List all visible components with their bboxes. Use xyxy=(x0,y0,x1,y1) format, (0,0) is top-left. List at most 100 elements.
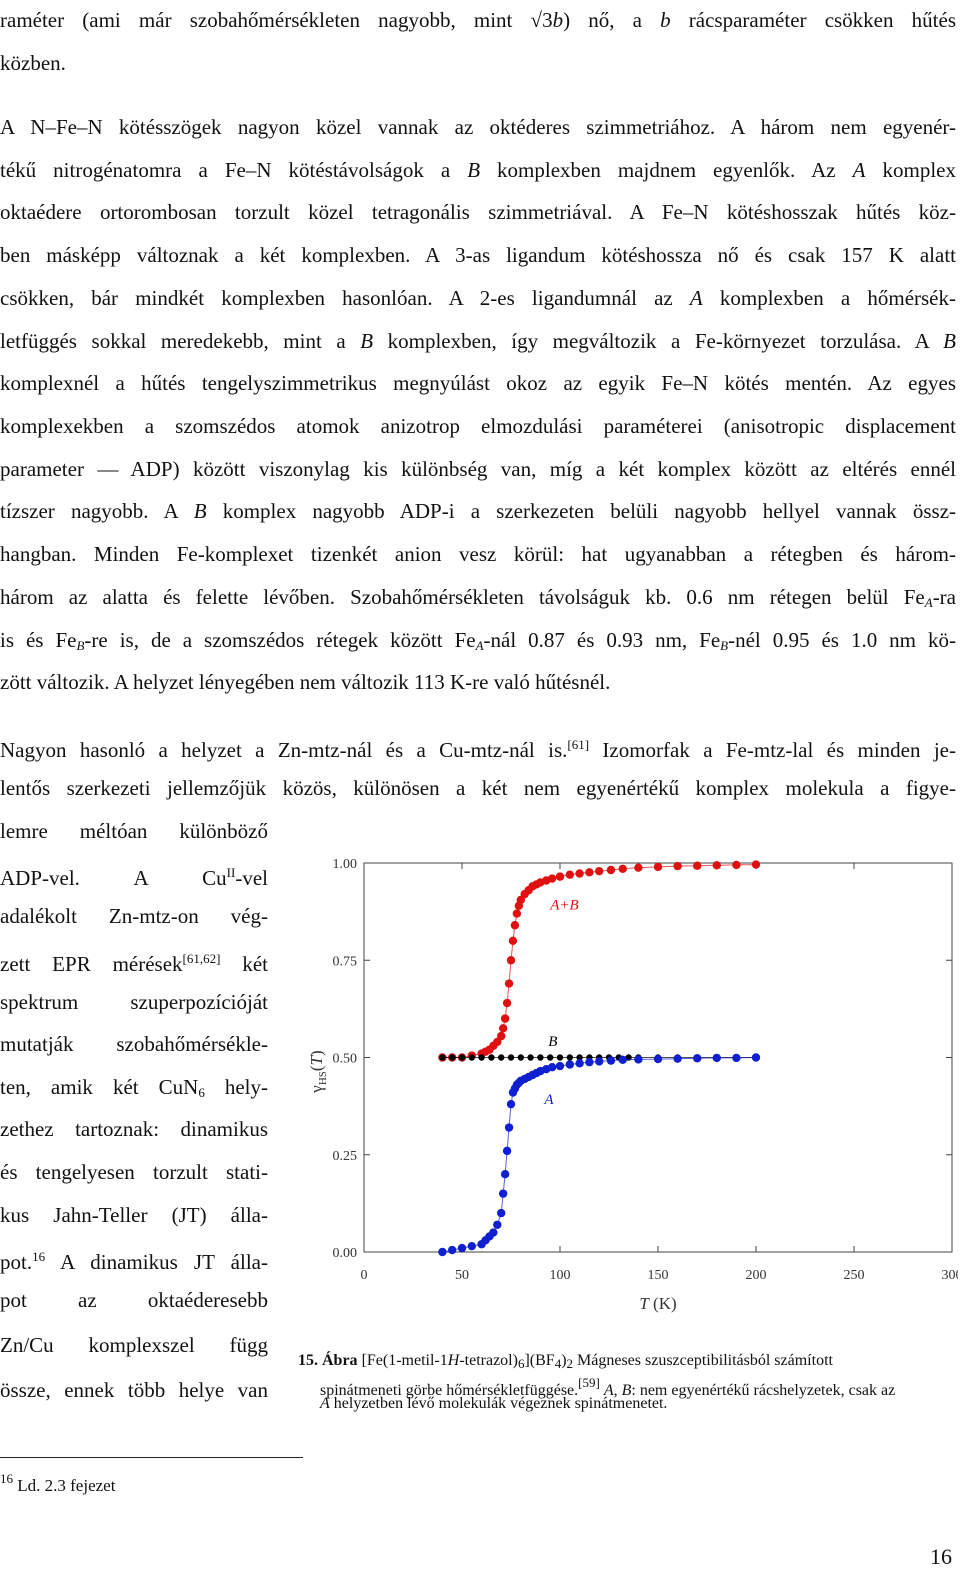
data-point-AplusB xyxy=(653,862,663,872)
data-point-AplusB xyxy=(732,860,741,870)
data-point-A xyxy=(555,1061,565,1071)
page-number: 16 xyxy=(930,1544,952,1569)
data-point-A xyxy=(502,1146,512,1156)
data-point-A xyxy=(595,1057,604,1066)
data-point-AplusB xyxy=(498,1024,508,1033)
data-point-A xyxy=(448,1245,457,1255)
data-point-B xyxy=(488,1054,495,1061)
data-point-B xyxy=(537,1054,544,1061)
body-line-narrow: pot.16 A dinamikus JT álla- xyxy=(0,1249,268,1274)
data-point-B xyxy=(566,1054,573,1061)
data-point-B xyxy=(517,1054,524,1061)
data-point-B xyxy=(507,1054,515,1061)
data-point-A xyxy=(498,1189,508,1198)
body-line: közben. xyxy=(0,51,66,75)
body-line-narrow: zethez tartoznak: dinamikus xyxy=(0,1117,268,1141)
data-point-B xyxy=(556,1054,564,1061)
x-tick-label: 300 xyxy=(942,1268,959,1283)
data-point-A xyxy=(500,1170,510,1179)
body-line: hangban. Minden Fe-komplexet tizenkét an… xyxy=(0,542,956,566)
body-line: raméter (ami már szobahőmérsékleten nagy… xyxy=(0,8,956,32)
body-line-narrow: ten, amik két CuN6 hely- xyxy=(0,1075,268,1100)
body-line: Nagyon hasonló a helyzet a Zn-mtz-nál és… xyxy=(0,737,956,762)
data-point-A xyxy=(693,1054,702,1063)
data-point-AplusB xyxy=(712,861,721,870)
x-tick-label: 50 xyxy=(455,1268,469,1283)
data-point-A xyxy=(438,1247,447,1257)
data-point-A xyxy=(489,1228,498,1237)
data-point-A xyxy=(653,1054,663,1064)
data-point-A xyxy=(618,1055,627,1065)
data-point-AplusB xyxy=(673,861,682,871)
data-point-A xyxy=(673,1054,682,1063)
body-line-narrow: mutatják szobahőmérsékle- xyxy=(0,1032,268,1056)
x-tick-label: 100 xyxy=(550,1268,571,1283)
body-line: komplexnél a hűtés tengelyszimmetrikus m… xyxy=(0,371,956,395)
data-point-AplusB xyxy=(497,1031,506,1041)
data-point-AplusB xyxy=(500,1014,510,1023)
body-line: A N–Fe–N kötésszögek nagyon közel vannak… xyxy=(0,115,956,139)
data-point-B xyxy=(439,1054,446,1061)
y-tick-label: 1.00 xyxy=(333,857,358,872)
figure-label: 15. Ábra xyxy=(298,1352,358,1369)
data-point-AplusB xyxy=(504,979,514,988)
data-point-AplusB xyxy=(618,864,627,874)
series-annotation: A xyxy=(543,1092,554,1108)
footnote: 16 Ld. 2.3 fejezet xyxy=(0,1471,116,1495)
data-point-AplusB xyxy=(751,860,761,869)
data-point-A xyxy=(497,1208,506,1218)
series-annotation: B xyxy=(548,1034,557,1050)
body-line-narrow: Zn/Cu komplexszel függ xyxy=(0,1333,268,1357)
data-point-AplusB xyxy=(634,863,643,872)
body-line-narrow: ADP-vel. A CuII-vel xyxy=(0,865,268,890)
body-line: oktaédere ortorombosan torzult közel tet… xyxy=(0,200,956,224)
body-line-narrow: zett EPR mérések[61,62] két xyxy=(0,951,268,976)
data-point-B xyxy=(625,1054,632,1061)
body-line: csökken, bár mindkét komplexben hasonlóa… xyxy=(0,286,956,310)
body-line: lentős szerkezeti jellemzőjük közös, kül… xyxy=(0,776,956,800)
body-line-narrow: és tengelyesen torzult stati- xyxy=(0,1160,268,1184)
data-point-A xyxy=(585,1057,594,1067)
data-point-AplusB xyxy=(555,872,565,881)
data-point-B xyxy=(498,1054,505,1061)
data-point-A xyxy=(751,1053,761,1062)
data-point-AplusB xyxy=(693,861,702,870)
body-line: zött változik. A helyzet lényegében nem … xyxy=(0,670,611,694)
body-line: három az alatta és felette lévőben. Szob… xyxy=(0,585,956,610)
series-line-AplusB xyxy=(442,864,757,1058)
data-point-A xyxy=(467,1241,476,1251)
body-line: lemre méltóan különböző xyxy=(0,819,268,843)
y-tick-label: 0.25 xyxy=(333,1149,358,1164)
x-tick-label: 0 xyxy=(361,1268,368,1283)
data-point-AplusB xyxy=(502,998,512,1008)
spin-transition-chart: 0 50 100 150 200 250 300 0.00 0.25 0.50 0.75 1.00 T … xyxy=(307,857,959,1313)
body-line-narrow: össze, ennek több helye van xyxy=(0,1378,268,1402)
data-point-B xyxy=(449,1054,456,1061)
x-axis-label: T (K) xyxy=(639,1294,676,1313)
x-tick-label: 250 xyxy=(844,1268,865,1283)
footnote-rule xyxy=(0,1457,303,1458)
series-line-A xyxy=(442,1057,757,1253)
body-line-narrow: spektrum szuperpozícióját xyxy=(0,990,268,1014)
body-line: komplexekben a szomszédos atomok anizotr… xyxy=(0,414,956,438)
y-tick-label: 0.50 xyxy=(333,1052,358,1067)
body-line: tékű nitrogénatomra a Fe–N kötéstávolság… xyxy=(0,158,956,182)
data-point-A xyxy=(504,1123,514,1132)
data-point-A xyxy=(547,1063,557,1072)
x-tick-label: 150 xyxy=(648,1268,669,1283)
figure-caption-line1: 15. Ábra [Fe(1-metil-1H-tetrazol)6](BF4)… xyxy=(298,1352,833,1371)
data-point-A xyxy=(457,1243,467,1253)
data-point-AplusB xyxy=(595,866,604,876)
data-point-B xyxy=(458,1054,466,1061)
body-line-narrow: kus Jahn-Teller (JT) álla- xyxy=(0,1203,268,1227)
data-point-AplusB xyxy=(508,936,518,945)
data-point-AplusB xyxy=(510,921,520,930)
body-line-narrow: pot az oktaéderesebb xyxy=(0,1288,268,1312)
body-line: tízszer nagyobb. A B komplex nagyobb ADP… xyxy=(0,499,957,523)
data-point-AplusB xyxy=(512,909,522,918)
body-line: parameter — ADP) között viszonylag kis k… xyxy=(0,457,956,481)
data-point-B xyxy=(527,1054,534,1061)
data-point-A xyxy=(565,1060,574,1069)
data-point-AplusB xyxy=(575,869,584,878)
data-point-A xyxy=(506,1099,516,1109)
